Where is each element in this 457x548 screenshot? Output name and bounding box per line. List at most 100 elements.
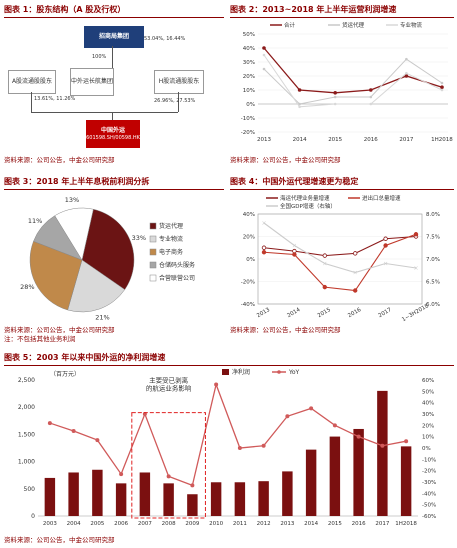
fig4-point [322,253,327,258]
fig5-y2tick: -60% [422,514,436,520]
fig5-xtick: 2010 [209,521,223,527]
fig5-yoy-point [214,382,219,387]
fig2-ytick: 40% [243,46,255,52]
fig2-legend-label: 专业物流 [400,21,423,29]
fig3-legend-label: 仓储码头服务 [159,261,195,269]
fig5-yoy-line [49,382,407,487]
company-label: 中国外运 [100,127,125,135]
fig3-slice [81,208,135,290]
fig3-legend-swatch [149,222,157,230]
fig5-y2tick: -30% [422,480,436,486]
fig3-slice-label: 13% [65,196,79,204]
fig5-bar [353,428,364,516]
fig4-title: 图表 4：中国外运代理增速更为稳定 [230,177,359,186]
fig2-point [440,88,444,92]
fig2-point [440,81,444,85]
fig5-xtick: 2016 [352,521,366,527]
fig5-y2tick: 20% [422,423,434,429]
fig2-point [369,102,373,106]
fig2-ytick: -20% [241,130,255,136]
fig2-point [333,95,337,99]
fig5-y2tick: 60% [422,378,434,384]
fig5-yoy-point [380,443,385,448]
fig5-y2tick: 10% [422,435,434,441]
fig5-ylabel: （百万元） [50,371,80,378]
company-code: (601598.SH/00598.HK) [84,134,142,141]
fig5-bar [68,472,79,516]
fig5-ytick: 1,000 [18,459,35,466]
fig5-y2tick: 0% [422,446,431,452]
fig2-title: 图表 2：2013~2018 年上半年运营利润增速 [230,5,397,14]
fig4-point: × [261,220,266,227]
fig5-legend-swatch [222,369,229,375]
fig3-slice-label: 21% [95,313,109,321]
fig4-ytick: 40% [243,212,255,218]
fig5-yoy-point [356,434,361,439]
fig2-point [405,71,408,75]
fig5-legend-label: YoY [288,369,300,376]
company-box: 中国外运 (601598.SH/00598.HK) [84,120,142,148]
fig3-slice [67,259,126,313]
fig5-bar [377,390,388,516]
fig3-legend-swatch [149,235,157,243]
fig5-bar [92,469,103,516]
parent-pct: 53.04%, 16.44% [144,36,186,42]
fig5-xtick: 2006 [114,521,128,527]
fig3-legend-label: 货运代理 [159,222,183,230]
right-pct: 26.96%, 27.53% [154,98,196,104]
fig4-point [352,251,358,256]
fig2-ytick: -10% [241,116,255,122]
fig2-point [298,105,301,109]
fig5-xtick: 2013 [280,521,294,527]
fig2-xtick: 1H2018 [431,137,453,143]
fig5-bar [329,436,341,516]
fig4-series-line [263,222,417,274]
fig4-point [261,250,267,255]
fig5-y2tick: -20% [422,469,436,475]
fig2-panel: 图表 2：2013~2018 年上半年运营利润增速 -20% -10% 0% 10% 2… [230,2,454,170]
fig4-ytick: 0% [246,257,255,263]
fig2-point [262,67,266,71]
fig4-panel: 图表 4：中国外运代理增速更为稳定 -40% -20% 0% 20% 40% 6.0% 6.… [230,174,454,344]
fig5-bar [44,477,56,516]
fig5-xtick: 2012 [257,521,271,527]
fig5-xtick: 2008 [162,521,176,527]
fig5-y2tick: -40% [422,491,436,497]
sinotrans-box: 中外运长航集团 [70,68,114,96]
fig2-xtick: 2017 [399,137,413,143]
fig3-note: 注：不包括其他业务利润 [4,335,76,343]
fig5-xtick: 2005 [90,521,104,527]
fig4-point: × [322,261,327,268]
fig5-yoy-point [261,443,266,448]
fig5-y2tick: -50% [422,503,436,509]
fig4-xtick: 2016 [347,307,363,319]
fig5-xtick: 2011 [233,521,247,527]
fig2-ytick: 30% [243,60,255,66]
fig2-legend-label: 合计 [284,21,296,29]
fig5-bar [139,472,151,516]
fig4-xtick: 2014 [286,307,302,319]
fig5-xtick: 2015 [328,521,342,527]
fig5-xtick: 2003 [43,521,57,527]
fig1-source: 资料来源：公司公告，中金公司研究部 [4,156,115,164]
fig4-point: × [413,265,418,272]
fig5-bar [163,483,174,516]
fig3-slice [54,207,94,261]
fig5-yoy-point [119,472,124,477]
fig2-series-line [263,58,443,105]
connector-h [178,92,179,112]
fig2-point [262,46,266,50]
fig2-point [405,57,408,61]
fig4-xtick: 2013 [256,307,272,319]
fig4-point [292,252,297,257]
fig5-legend-label: 净利润 [232,368,250,376]
fig5-xtick: 2014 [304,521,318,527]
fig4-series-line [263,233,417,292]
fig5-bar [115,483,127,516]
fig3-separator [4,189,224,190]
connector-a [31,92,32,112]
fig4-legend-label: 海运代理业务量增速 [280,194,330,202]
sinotrans-pct: 100% [92,54,107,60]
fig3-legend-label: 电子商务 [159,248,183,256]
fig5-yoy-point [166,474,171,479]
